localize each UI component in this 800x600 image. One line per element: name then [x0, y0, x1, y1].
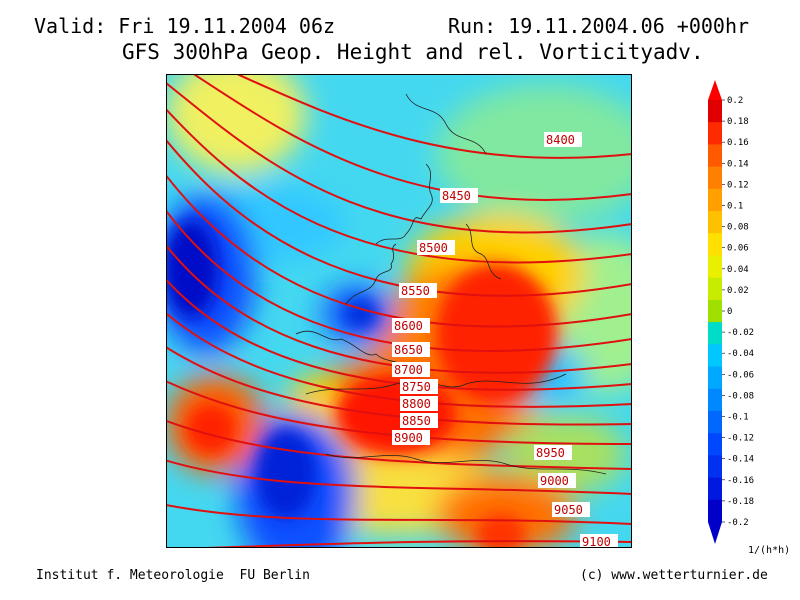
- colorbar-tick-label: 0.02: [727, 286, 749, 296]
- svg-text:8600: 8600: [394, 319, 423, 333]
- colorbar-tick-label: -0.14: [727, 455, 754, 465]
- contour-label-9050: 9050: [552, 502, 590, 517]
- contour-label-9100: 9100: [580, 534, 618, 548]
- svg-text:8550: 8550: [401, 284, 430, 298]
- contour-label-9000: 9000: [538, 473, 576, 488]
- colorbar-bin: [708, 433, 722, 456]
- colorbar-tick-label: -0.04: [727, 349, 754, 359]
- contour-label-8800: 8800: [400, 396, 438, 411]
- colorbar-tick-label: 0.2: [727, 96, 743, 106]
- colorbar-bin: [708, 255, 722, 279]
- contour-label-8950: 8950: [534, 445, 572, 460]
- svg-text:8450: 8450: [442, 189, 471, 203]
- contour-label-8500: 8500: [417, 240, 455, 255]
- map-frame: [166, 74, 632, 548]
- colorbar-bin: [708, 122, 722, 145]
- colorbar-tick-label: -0.12: [727, 434, 754, 444]
- colorbar-tick-label: 0.14: [727, 159, 749, 169]
- colorbar-bin: [708, 322, 722, 345]
- colorbar-bins: [708, 80, 722, 544]
- colorbar-tick-label: 0.16: [727, 138, 749, 148]
- svg-text:8400: 8400: [546, 133, 575, 147]
- svg-text:8900: 8900: [394, 431, 423, 445]
- colorbar-max-arrow: [708, 80, 722, 100]
- colorbar-tick-label: -0.02: [727, 328, 754, 338]
- colorbar-bin: [708, 211, 722, 234]
- colorbar-bin: [708, 499, 722, 523]
- website-credit: (c) www.wetterturnier.de: [580, 568, 768, 583]
- colorbar-tick-label: 0.08: [727, 223, 749, 233]
- colorbar-tick-label: 0.18: [727, 117, 749, 127]
- colorbar-tick-label: -0.08: [727, 391, 754, 401]
- colorbar-tick-label: -0.06: [727, 370, 754, 380]
- contour-label-8700: 8700: [392, 362, 430, 377]
- colorbar-tick-label: 0.06: [727, 244, 749, 254]
- colorbar-bin: [708, 410, 722, 434]
- colorbar-bin: [708, 188, 722, 212]
- colorbar-bin: [708, 477, 722, 501]
- colorbar-bin: [708, 366, 722, 390]
- contour-label-8550: 8550: [399, 283, 437, 298]
- colorbar-tick-label: -0.16: [727, 476, 754, 486]
- colorbar-min-arrow: [708, 522, 722, 544]
- svg-text:9000: 9000: [540, 474, 569, 488]
- contour-label-8750: 8750: [400, 379, 438, 394]
- contour-label-8450: 8450: [440, 188, 478, 203]
- colorbar-bin: [708, 144, 722, 168]
- colorbar-tick-label: 0: [727, 307, 732, 317]
- svg-text:9050: 9050: [554, 503, 583, 517]
- institute-credit: Institut f. Meteorologie FU Berlin: [36, 568, 310, 583]
- colorbar-tick-label: 0.1: [727, 202, 743, 212]
- colorbar-tick-label: 0.12: [727, 180, 749, 190]
- contour-label-8400: 8400: [544, 132, 582, 147]
- contour-label-8650: 8650: [392, 342, 430, 357]
- svg-text:8800: 8800: [402, 397, 431, 411]
- colorbar-bin: [708, 455, 722, 479]
- colorbar-bin: [708, 100, 722, 123]
- colorbar-tick-label: -0.18: [727, 497, 754, 507]
- chart-title: GFS 300hPa Geop. Height and rel. Vortici…: [122, 40, 704, 64]
- colorbar-bin: [708, 233, 722, 256]
- svg-text:9100: 9100: [582, 535, 611, 548]
- contour-labels: 8400 8450 8500 8550 8600 8650 8700 8750 …: [392, 132, 618, 548]
- colorbar-bin: [708, 388, 722, 412]
- valid-time-label: Valid: Fri 19.11.2004 06z: [34, 14, 336, 38]
- colorbar-ticks: 0.2 0.18 0.16 0.14 0.12 0.1 0.08 0.06 0.04 0.02 0 -…: [722, 96, 754, 528]
- svg-text:8700: 8700: [394, 363, 423, 377]
- height-contours: [166, 74, 632, 548]
- colorbar-unit: 1/(h*h): [748, 545, 791, 556]
- svg-text:8650: 8650: [394, 343, 423, 357]
- colorbar: 0.2 0.18 0.16 0.14 0.12 0.1 0.08 0.06 0.04 0.02 0 -…: [708, 80, 754, 544]
- contour-label-8600: 8600: [392, 318, 430, 333]
- run-time-label: Run: 19.11.2004.06 +000hr: [448, 14, 750, 38]
- colorbar-bin: [708, 166, 722, 190]
- colorbar-bin: [708, 277, 722, 301]
- svg-text:8950: 8950: [536, 446, 565, 460]
- colorbar-tick-label: -0.2: [727, 518, 749, 528]
- colorbar-tick-label: -0.1: [727, 413, 749, 423]
- colorbar-bin: [708, 344, 722, 368]
- colorbar-tick-label: 0.04: [727, 265, 749, 275]
- svg-text:8750: 8750: [402, 380, 431, 394]
- contour-label-8850: 8850: [400, 413, 438, 428]
- contour-label-8900: 8900: [392, 430, 430, 445]
- weather-map: 8400 8450 8500 8550 8600 8650 8700 8750 …: [166, 74, 632, 548]
- svg-text:8850: 8850: [402, 414, 431, 428]
- colorbar-bin: [708, 299, 722, 323]
- svg-text:8500: 8500: [419, 241, 448, 255]
